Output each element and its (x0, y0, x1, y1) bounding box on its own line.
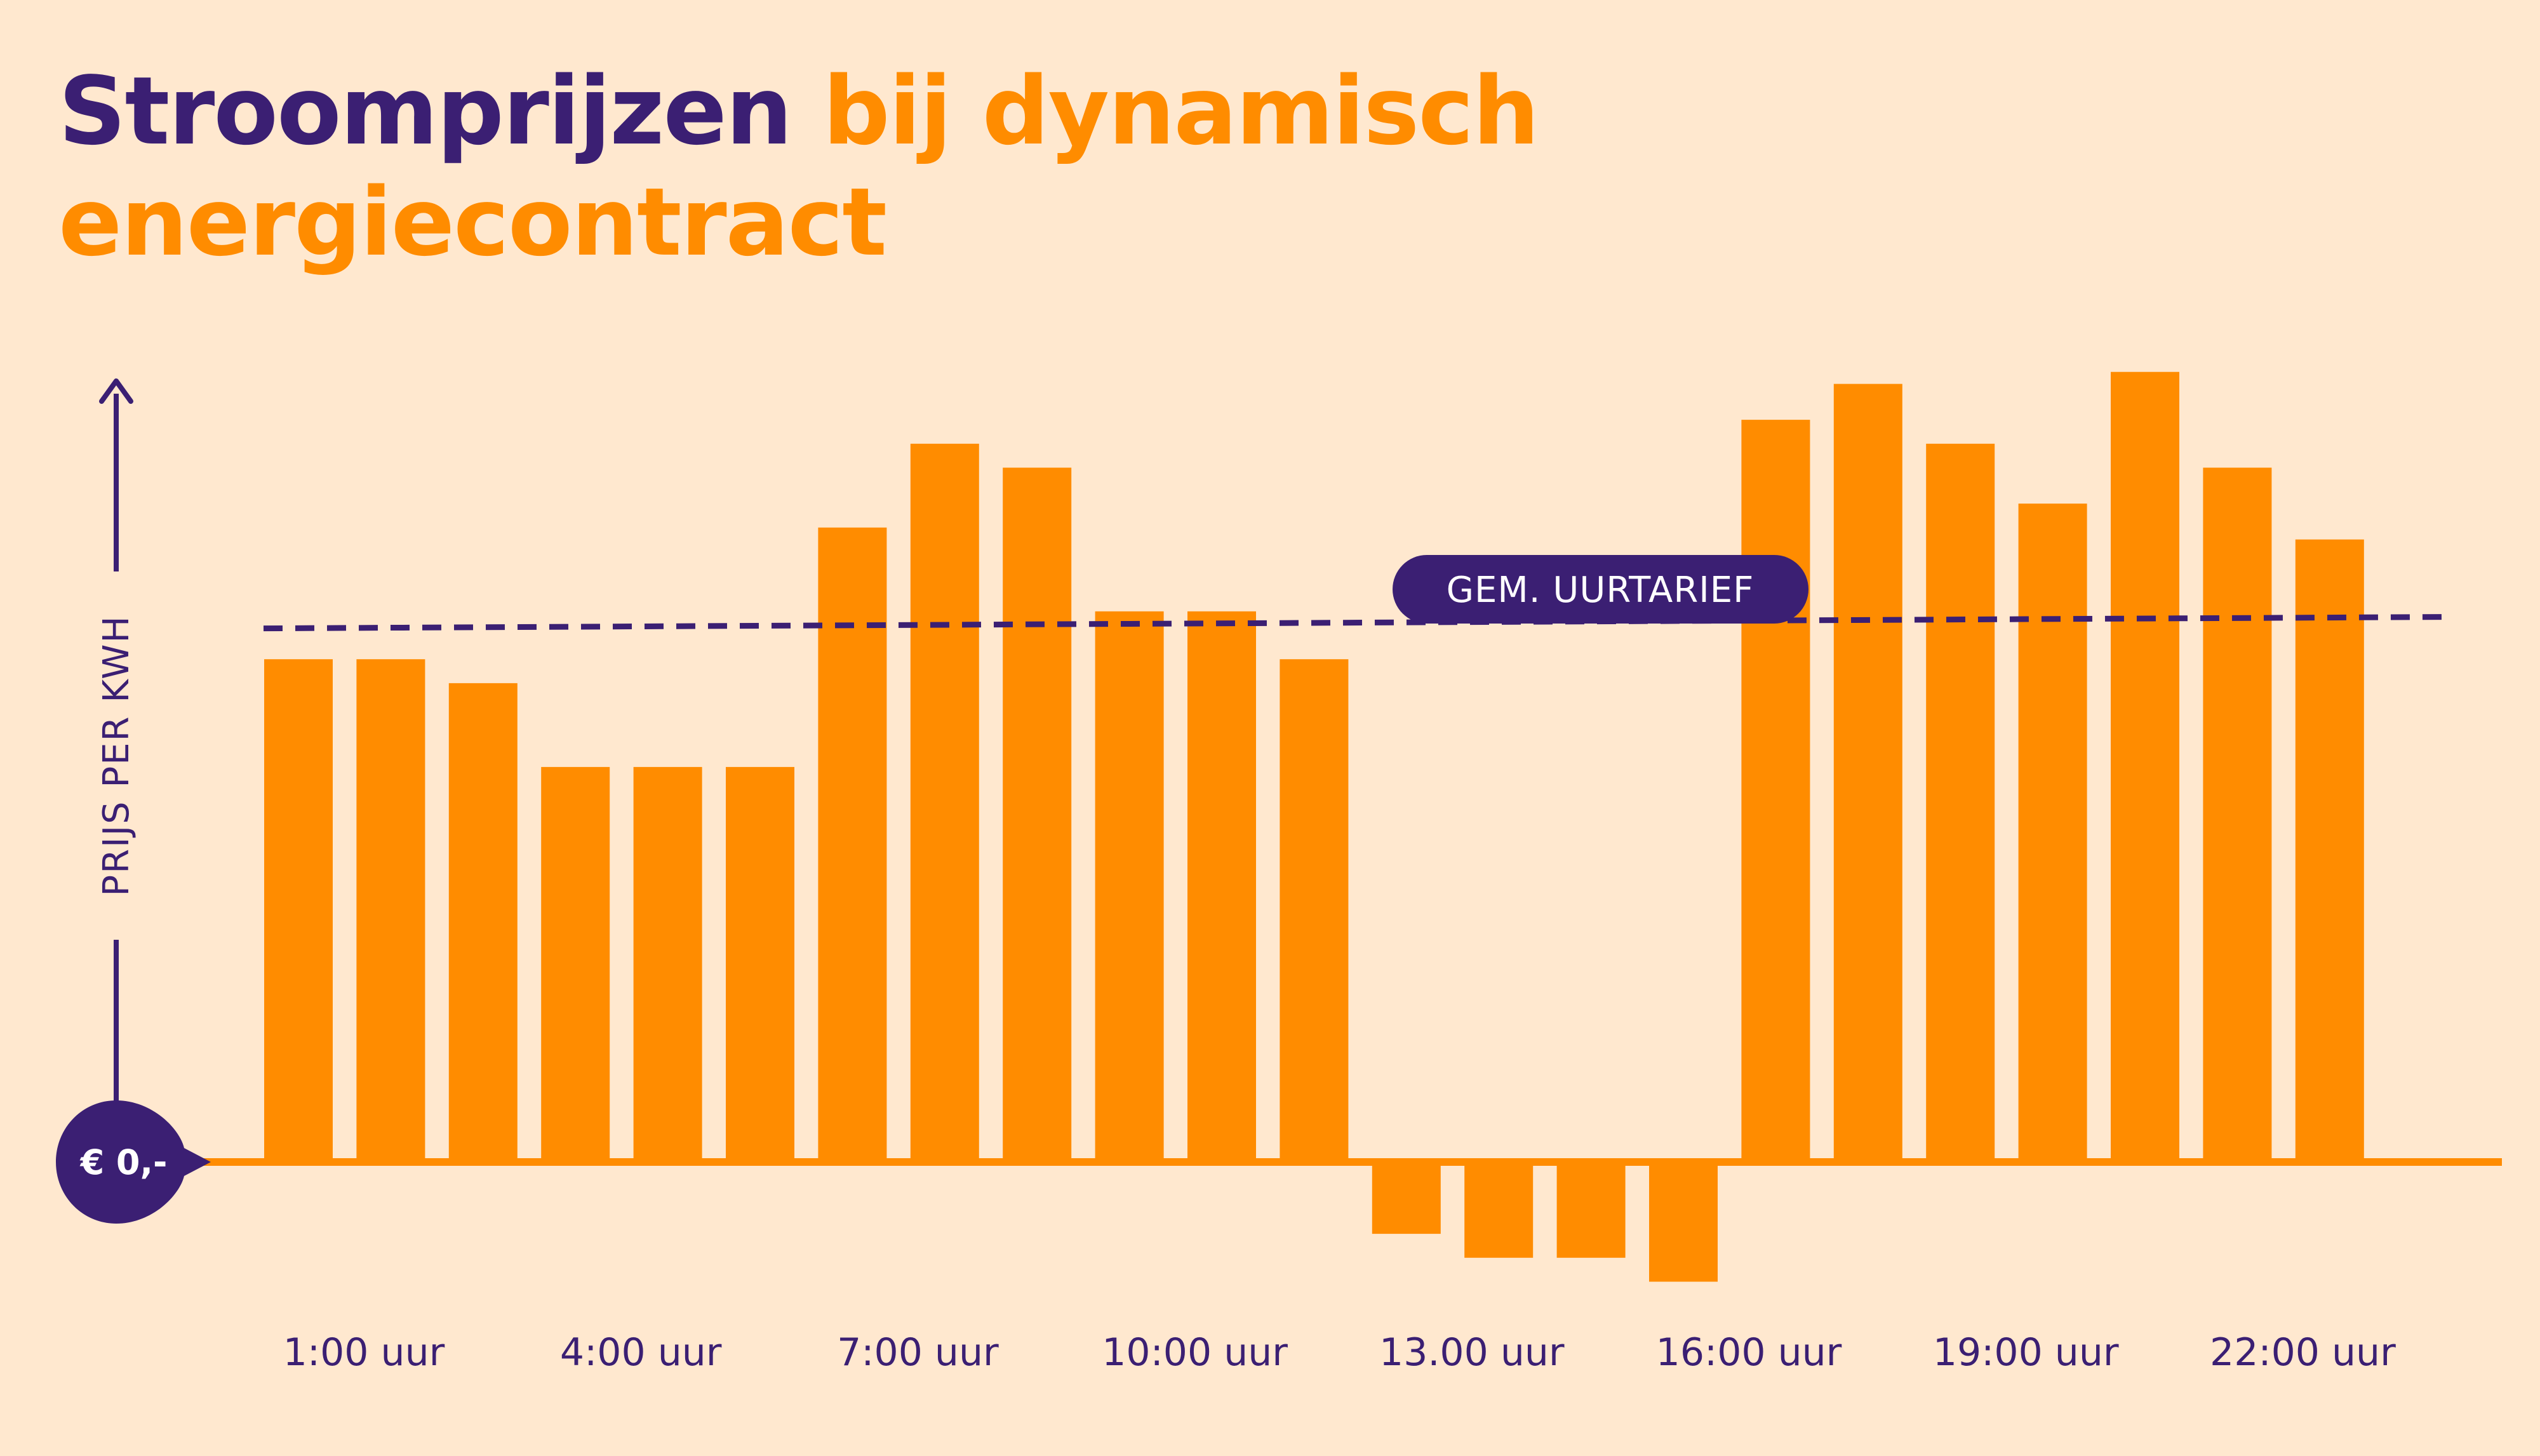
x-tick-label-2: 7:00 uur (837, 1330, 999, 1375)
bar-5 (726, 766, 794, 1162)
bar-1 (356, 659, 425, 1162)
bar-22 (2295, 539, 2364, 1162)
bar-series (264, 371, 2364, 1282)
title-line-2: energiecontract (58, 168, 887, 277)
bar-17 (1833, 384, 1902, 1162)
bar-3 (541, 766, 610, 1162)
bar-7 (910, 443, 979, 1162)
bar-18 (1926, 443, 1995, 1162)
x-axis-ticks: 1:00 uur 4:00 uur 7:00 uur 10:00 uur 13.00 u… (283, 1330, 2396, 1375)
x-tick-label-1: 4:00 uur (560, 1330, 722, 1375)
bar-13 (1464, 1162, 1534, 1258)
bar-19 (2018, 504, 2087, 1162)
title-part-2: bij dynamisch (822, 57, 1540, 166)
average-label: GEM. UURTARIEF (1447, 570, 1755, 611)
arrow-up-icon (99, 378, 133, 404)
zero-marker-shape (56, 1100, 211, 1224)
chart-title: Stroomprijzen bij dynamisch energiecontr… (58, 56, 1540, 278)
x-tick-label-5: 16:00 uur (1656, 1330, 1842, 1375)
x-tick-label-3: 10:00 uur (1102, 1330, 1288, 1375)
bar-15 (1649, 1162, 1718, 1282)
bar-9 (1095, 611, 1164, 1162)
x-tick-label-7: 22:00 uur (2210, 1330, 2396, 1375)
bar-2 (448, 683, 518, 1162)
bar-0 (264, 659, 333, 1162)
x-tick-label-0: 1:00 uur (283, 1330, 445, 1375)
bar-10 (1187, 611, 1256, 1162)
bar-16 (1741, 420, 1810, 1162)
bar-6 (818, 527, 887, 1162)
bar-11 (1280, 659, 1349, 1162)
average-line (263, 614, 2445, 632)
y-axis-label: PRIJS PER KWH (96, 615, 137, 896)
x-tick-label-6: 19:00 uur (1933, 1330, 2119, 1375)
bar-8 (1003, 467, 1072, 1162)
zero-label: € 0,- (79, 1142, 168, 1182)
bar-12 (1372, 1162, 1441, 1234)
bar-20 (2111, 371, 2179, 1163)
x-tick-label-4: 13.00 uur (1379, 1330, 1565, 1375)
zero-marker: € 0,- (56, 1100, 211, 1224)
average-label-pill: GEM. UURTARIEF (1393, 555, 1808, 624)
y-axis: PRIJS PER KWH (96, 378, 137, 1102)
title-part-1: Stroomprijzen (58, 57, 792, 166)
bar-14 (1556, 1162, 1626, 1258)
bar-21 (2203, 467, 2272, 1162)
bar-4 (633, 766, 702, 1162)
